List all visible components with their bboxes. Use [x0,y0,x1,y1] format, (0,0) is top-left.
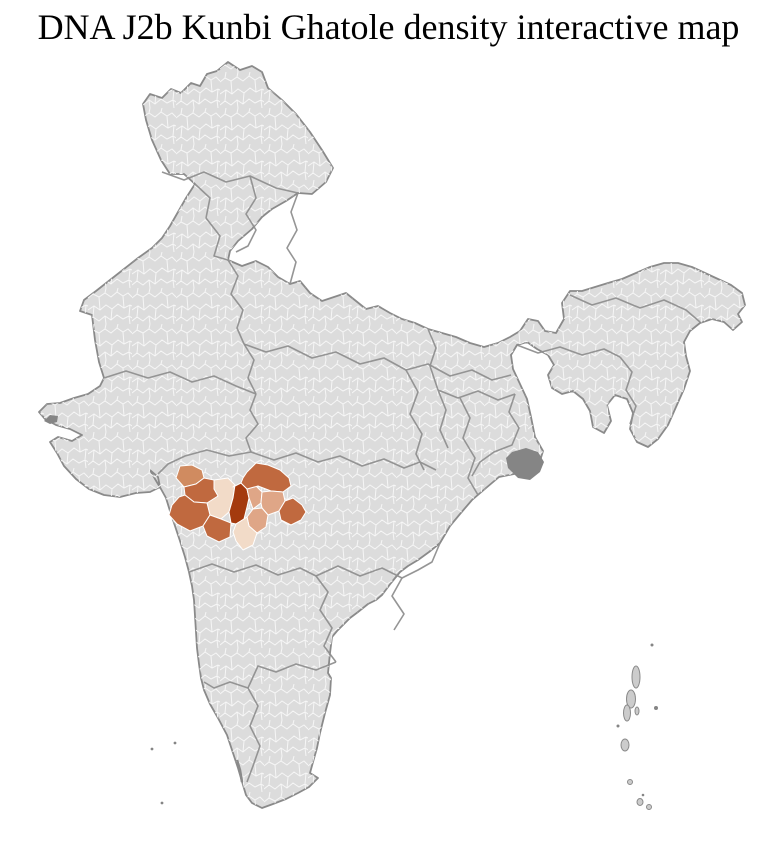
island-speck [160,801,164,805]
island [646,804,652,810]
state-borders [103,171,701,783]
island [623,704,631,722]
india-landmass[interactable] [38,61,746,809]
island-speck [150,747,154,751]
island [626,689,636,709]
kutch-islet [44,415,58,424]
island-speck [650,643,654,647]
sundarbans-delta [506,448,544,480]
kerala-backwaters [235,759,244,783]
island [620,738,630,752]
island [636,798,644,806]
island-speck [654,706,658,710]
district-5[interactable] [202,514,232,543]
dense-delta-areas [44,415,544,783]
island-speck [641,793,645,797]
district-mesh [39,62,745,808]
page-title: DNA J2b Kunbi Ghatole density interactiv… [37,7,740,47]
highlighted-districts[interactable] [168,462,307,551]
island-speck [173,741,177,745]
andaman-nicobar-islands [616,643,658,810]
island [627,779,633,785]
island [631,665,641,689]
lakshadweep-islands [150,741,177,805]
district-12[interactable] [232,516,258,551]
district-8[interactable] [240,462,292,493]
district-10[interactable] [278,497,307,526]
island-speck [616,724,620,728]
island [634,706,640,716]
